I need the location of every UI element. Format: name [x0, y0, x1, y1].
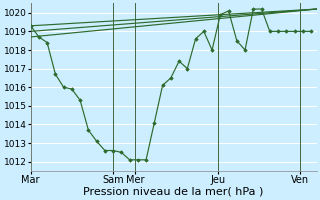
X-axis label: Pression niveau de la mer( hPa ): Pression niveau de la mer( hPa ) [84, 187, 264, 197]
